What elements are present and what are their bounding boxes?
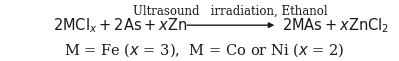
Text: $\mathregular{2MCl}_{x} + \mathregular{2As} + x\mathregular{Zn}$: $\mathregular{2MCl}_{x} + \mathregular{2… [53, 16, 188, 35]
Text: M = Fe ($x$ = 3),  M = Co or Ni ($x$ = 2): M = Fe ($x$ = 3), M = Co or Ni ($x$ = 2) [64, 42, 345, 59]
Text: $\mathregular{2MAs} + x\mathregular{ZnCl}_{2}$: $\mathregular{2MAs} + x\mathregular{ZnCl… [282, 16, 389, 35]
Text: Ultrasound   irradiation, Ethanol: Ultrasound irradiation, Ethanol [133, 5, 328, 18]
